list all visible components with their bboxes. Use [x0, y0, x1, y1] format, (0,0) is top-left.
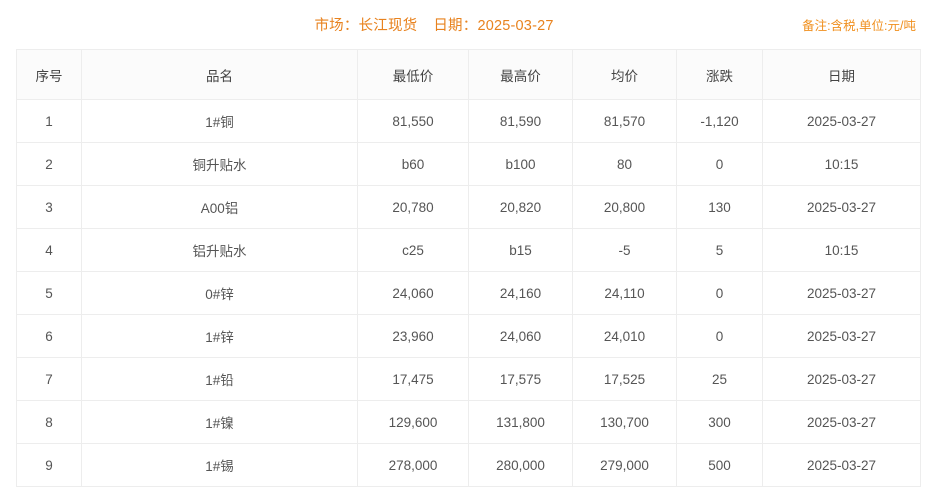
- cell-high-price: 17,575: [468, 357, 573, 401]
- cell-index: 6: [16, 314, 82, 358]
- cell-avg-price: 20,800: [572, 185, 677, 229]
- cell-change: 5: [676, 228, 763, 272]
- column-header-index[interactable]: 序号: [16, 49, 82, 100]
- cell-date: 2025-03-27: [762, 271, 921, 315]
- table-row[interactable]: 3 A00铝 20,780 20,820 20,800 130 2025-03-27: [16, 185, 921, 229]
- cell-avg-price: 81,570: [572, 99, 677, 143]
- cell-date: 2025-03-27: [762, 314, 921, 358]
- cell-avg-price: 80: [572, 142, 677, 186]
- cell-low-price: 17,475: [357, 357, 469, 401]
- table-row[interactable]: 9 1#锡 278,000 280,000 279,000 500 2025-03-27: [16, 443, 921, 487]
- cell-change: 130: [676, 185, 763, 229]
- column-header-date[interactable]: 日期: [762, 49, 921, 100]
- cell-index: 9: [16, 443, 82, 487]
- cell-product-name: 1#镍: [81, 400, 358, 444]
- cell-high-price: b15: [468, 228, 573, 272]
- cell-date: 2025-03-27: [762, 185, 921, 229]
- cell-change: 300: [676, 400, 763, 444]
- price-table-wrapper: 序号 品名 最低价 最高价 均价 涨跌 日期 1 1#铜 81,550 81,590 8…: [16, 49, 921, 487]
- cell-index: 8: [16, 400, 82, 444]
- cell-low-price: b60: [357, 142, 469, 186]
- table-row[interactable]: 1 1#铜 81,550 81,590 81,570 -1,120 2025-03-27: [16, 99, 921, 143]
- cell-avg-price: -5: [572, 228, 677, 272]
- cell-date: 10:15: [762, 228, 921, 272]
- cell-product-name: 0#锌: [81, 271, 358, 315]
- market-label: 市场：长江现货: [314, 18, 418, 34]
- column-header-low[interactable]: 最低价: [357, 49, 469, 100]
- cell-avg-price: 24,010: [572, 314, 677, 358]
- column-header-avg[interactable]: 均价: [572, 49, 677, 100]
- table-row[interactable]: 4 铝升贴水 c25 b15 -5 5 10:15: [16, 228, 921, 272]
- cell-date: 2025-03-27: [762, 400, 921, 444]
- table-header-row: 序号 品名 最低价 最高价 均价 涨跌 日期: [16, 49, 921, 100]
- cell-index: 7: [16, 357, 82, 401]
- table-row[interactable]: 6 1#锌 23,960 24,060 24,010 0 2025-03-27: [16, 314, 921, 358]
- cell-low-price: 23,960: [357, 314, 469, 358]
- cell-low-price: 129,600: [357, 400, 469, 444]
- cell-index: 3: [16, 185, 82, 229]
- cell-change: 0: [676, 314, 763, 358]
- cell-avg-price: 130,700: [572, 400, 677, 444]
- cell-low-price: 24,060: [357, 271, 469, 315]
- column-header-change[interactable]: 涨跌: [676, 49, 763, 100]
- cell-date: 2025-03-27: [762, 443, 921, 487]
- cell-low-price: 81,550: [357, 99, 469, 143]
- quote-date-label: 日期：2025-03-27: [433, 18, 554, 34]
- cell-change: 500: [676, 443, 763, 487]
- table-row[interactable]: 7 1#铅 17,475 17,575 17,525 25 2025-03-27: [16, 357, 921, 401]
- price-table: 序号 品名 最低价 最高价 均价 涨跌 日期 1 1#铜 81,550 81,590 8…: [16, 49, 921, 487]
- cell-high-price: 131,800: [468, 400, 573, 444]
- cell-product-name: 1#铜: [81, 99, 358, 143]
- cell-index: 2: [16, 142, 82, 186]
- cell-change: 0: [676, 271, 763, 315]
- cell-high-price: 81,590: [468, 99, 573, 143]
- table-body: 1 1#铜 81,550 81,590 81,570 -1,120 2025-03-27 2 铜…: [16, 99, 921, 487]
- cell-high-price: 24,160: [468, 271, 573, 315]
- cell-product-name: 铝升贴水: [81, 228, 358, 272]
- cell-date: 2025-03-27: [762, 99, 921, 143]
- column-header-high[interactable]: 最高价: [468, 49, 573, 100]
- cell-high-price: b100: [468, 142, 573, 186]
- cell-index: 5: [16, 271, 82, 315]
- caption-bar: 市场：长江现货 日期：2025-03-27 备注:含税,单位:元/吨: [0, 0, 936, 49]
- cell-product-name: 1#锡: [81, 443, 358, 487]
- cell-change: 25: [676, 357, 763, 401]
- cell-high-price: 24,060: [468, 314, 573, 358]
- table-head: 序号 品名 最低价 最高价 均价 涨跌 日期: [16, 49, 921, 100]
- cell-product-name: A00铝: [81, 185, 358, 229]
- cell-change: -1,120: [676, 99, 763, 143]
- cell-high-price: 280,000: [468, 443, 573, 487]
- cell-avg-price: 24,110: [572, 271, 677, 315]
- cell-index: 4: [16, 228, 82, 272]
- cell-product-name: 1#锌: [81, 314, 358, 358]
- cell-high-price: 20,820: [468, 185, 573, 229]
- column-header-name[interactable]: 品名: [81, 49, 358, 100]
- cell-low-price: 278,000: [357, 443, 469, 487]
- cell-date: 2025-03-27: [762, 357, 921, 401]
- remark-label: 备注:含税,单位:元/吨: [802, 19, 916, 33]
- cell-index: 1: [16, 99, 82, 143]
- table-row[interactable]: 2 铜升贴水 b60 b100 80 0 10:15: [16, 142, 921, 186]
- cell-date: 10:15: [762, 142, 921, 186]
- cell-avg-price: 17,525: [572, 357, 677, 401]
- table-row[interactable]: 5 0#锌 24,060 24,160 24,110 0 2025-03-27: [16, 271, 921, 315]
- cell-avg-price: 279,000: [572, 443, 677, 487]
- cell-low-price: c25: [357, 228, 469, 272]
- cell-product-name: 铜升贴水: [81, 142, 358, 186]
- cell-product-name: 1#铅: [81, 357, 358, 401]
- cell-low-price: 20,780: [357, 185, 469, 229]
- table-row[interactable]: 8 1#镍 129,600 131,800 130,700 300 2025-03-27: [16, 400, 921, 444]
- cell-change: 0: [676, 142, 763, 186]
- caption-center: 市场：长江现货 日期：2025-03-27: [0, 14, 802, 35]
